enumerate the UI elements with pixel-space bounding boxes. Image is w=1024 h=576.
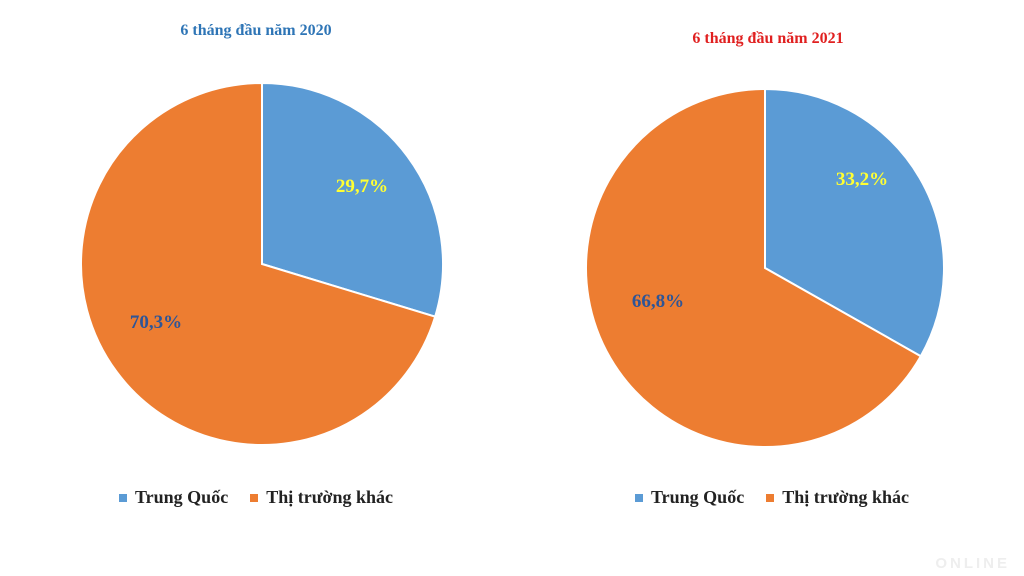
pie-slice-trung-quoc xyxy=(764,87,945,358)
pie-slice-trung-quoc xyxy=(261,81,444,318)
legend-item-thi-truong-khac: Thị trường khác xyxy=(766,487,909,508)
legend: Trung Quốc Thị trường khác xyxy=(0,487,512,508)
slice-data-label: 29,7% xyxy=(336,176,388,197)
legend-label: Thị trường khác xyxy=(782,487,909,507)
watermark-logo: ONLINE xyxy=(935,555,1010,572)
slice-data-label: 70,3% xyxy=(130,312,182,333)
legend-swatch-icon xyxy=(635,493,643,502)
legend-item-thi-truong-khac: Thị trường khác xyxy=(250,487,393,508)
pie-slice-thi-truong-khac xyxy=(80,81,437,446)
legend-item-trung-quoc: Trung Quốc xyxy=(635,487,744,508)
legend: Trung Quốc Thị trường khác xyxy=(516,487,1024,508)
slice-data-label: 66,8% xyxy=(632,291,684,312)
pie-slice-thi-truong-khac xyxy=(585,87,923,448)
pie-chart-2020: 6 tháng đầu năm 2020 29,7% 70,3% Trung Qu… xyxy=(0,22,512,508)
legend-label: Thị trường khác xyxy=(266,487,393,507)
legend-label: Trung Quốc xyxy=(135,487,229,507)
legend-swatch-icon xyxy=(250,493,259,502)
legend-swatch-icon xyxy=(119,493,127,502)
pie-chart-2021: 6 tháng đầu năm 2021 33,2% 66,8% Trung Qu… xyxy=(512,0,1024,576)
legend-swatch-icon xyxy=(766,493,775,502)
pie-svg: 33,2% 66,8% xyxy=(585,87,945,448)
pie-svg: 29,7% 70,3% xyxy=(80,81,444,446)
legend-item-trung-quoc: Trung Quốc xyxy=(119,487,228,508)
legend-label: Trung Quốc xyxy=(651,487,745,507)
chart-title: 6 tháng đầu năm 2020 xyxy=(180,22,332,39)
chart-title: 6 tháng đầu năm 2021 xyxy=(692,30,844,47)
slice-data-label: 33,2% xyxy=(836,169,888,190)
